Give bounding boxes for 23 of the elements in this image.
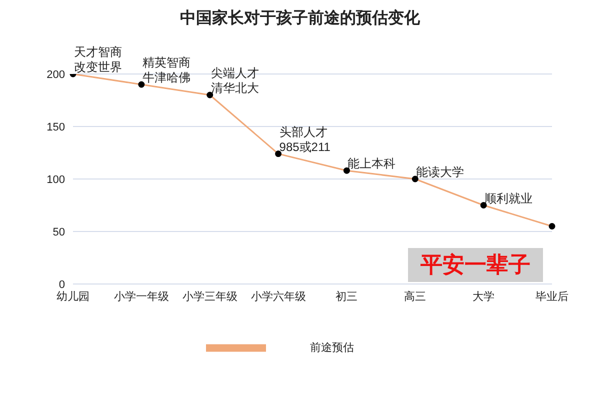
x-tick-label: 毕业后 xyxy=(536,290,568,303)
x-tick-label: 高三 xyxy=(404,290,426,303)
x-tick-label: 小学三年级 xyxy=(182,290,238,303)
annotation: 精英智商牛津哈佛 xyxy=(142,56,190,84)
y-tick-label: 100 xyxy=(46,174,65,186)
annotation: 能上本科 xyxy=(348,156,396,171)
y-tick-label: 200 xyxy=(46,68,65,81)
y-tick-label: 0 xyxy=(58,278,65,291)
x-tick-label: 小学六年级 xyxy=(250,290,306,303)
text: 前途预估 xyxy=(310,342,354,354)
x-tick-label: 大学 xyxy=(472,290,495,303)
annotation: 尖端人才清华北大 xyxy=(210,66,259,95)
annotation: 天才智商改变世界 xyxy=(74,45,122,74)
annotation: 顺利就业 xyxy=(484,191,533,206)
y-tick-label: 50 xyxy=(52,226,65,238)
x-tick-label: 幼儿园 xyxy=(56,290,90,303)
annotation: 头部人才985或211 xyxy=(279,124,331,154)
y-tick-label: 150 xyxy=(46,121,65,134)
annotation: 能读大学 xyxy=(416,165,464,179)
chart-title: 中国家长对于孩子前途的预估变化 xyxy=(179,8,421,29)
x-tick-label: 初三 xyxy=(336,290,358,303)
annotation: 平安一辈子 xyxy=(408,248,543,282)
x-tick-label: 小学一年级 xyxy=(114,290,169,303)
